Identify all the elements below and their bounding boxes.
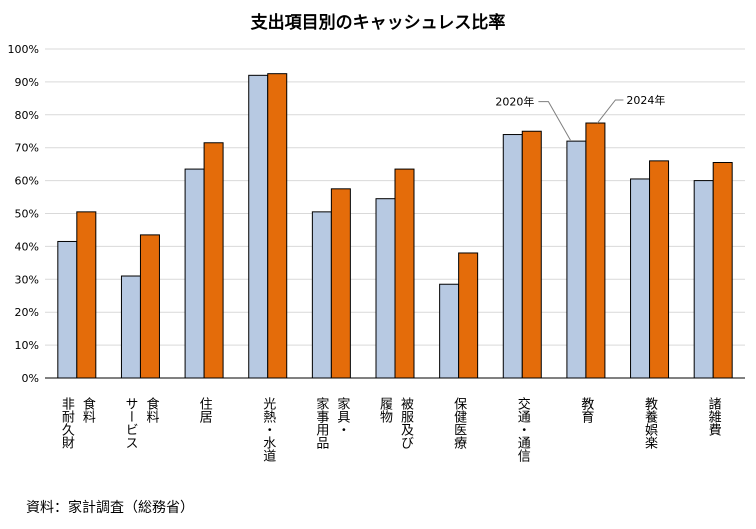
bar-series-1 [57, 240, 78, 379]
y-tick-label: 90% [15, 76, 39, 89]
y-tick-label: 50% [15, 208, 39, 221]
bar-series-2 [712, 162, 733, 379]
bar-series-1 [184, 168, 205, 379]
bar-series-2 [649, 160, 670, 379]
bar-series-2 [267, 73, 288, 379]
bars [57, 73, 733, 379]
y-tick-label: 20% [15, 306, 39, 319]
bar-series-1 [375, 198, 396, 379]
bar-series-2 [76, 211, 97, 379]
leader-line-series-1 [538, 101, 571, 141]
category-label: 非耐久財 [59, 397, 75, 449]
category-label: 食料 [143, 396, 159, 423]
category-label: 教養娯楽 [642, 396, 658, 449]
category-label: 被服及び [398, 397, 414, 449]
category-label: 住居 [197, 397, 213, 423]
bar-series-1 [439, 283, 460, 379]
y-tick-label: 10% [15, 339, 39, 352]
leader-line-series-2 [597, 99, 624, 124]
bar-series-2 [139, 234, 160, 379]
category-label: 交通・通信 [515, 396, 531, 462]
category-label: 食料 [80, 396, 96, 423]
y-tick-label: 0% [22, 372, 39, 385]
source-note: 資料：家計調査（総務省） [26, 500, 194, 516]
series-annotations: 2020年 2024年 [495, 93, 665, 141]
y-axis-ticks: 0% 10% 20% 30% 40% 50% 60% 70% 80% 90% 100% [8, 43, 39, 385]
bar-series-2 [521, 130, 542, 379]
category-label: サービス [122, 397, 137, 449]
y-tick-label: 30% [15, 273, 39, 286]
y-tick-label: 80% [15, 109, 39, 122]
category-label: 教育 [578, 396, 594, 424]
bar-series-1 [311, 211, 332, 379]
bar-series-1 [120, 275, 141, 379]
y-tick-label: 100% [8, 43, 39, 56]
bar-series-1 [630, 178, 651, 379]
y-tick-label: 60% [15, 175, 39, 188]
category-label: 光熱・水道 [260, 397, 276, 462]
bar-series-1 [693, 180, 714, 379]
bar-series-1 [566, 140, 587, 379]
category-label: 保健医療 [451, 397, 467, 449]
bar-series-2 [203, 142, 224, 379]
category-label: 履物 [377, 397, 393, 424]
category-label: 家事用品 [313, 396, 329, 449]
bar-series-2 [394, 168, 415, 379]
bar-series-1 [248, 74, 269, 379]
y-tick-label: 40% [15, 240, 39, 253]
bar-series-2 [458, 252, 479, 379]
y-tick-label: 70% [15, 142, 39, 155]
bar-series-2 [330, 188, 351, 379]
chart-title: 支出項目別のキャッシュレス比率 [251, 12, 506, 33]
bar-series-2 [585, 122, 606, 379]
category-label: 家具・ [334, 396, 350, 436]
series-1-annotation: 2020年 [495, 95, 534, 109]
bar-series-1 [502, 134, 523, 379]
category-label: 諸雑費 [706, 396, 722, 436]
series-2-annotation: 2024年 [626, 93, 665, 107]
